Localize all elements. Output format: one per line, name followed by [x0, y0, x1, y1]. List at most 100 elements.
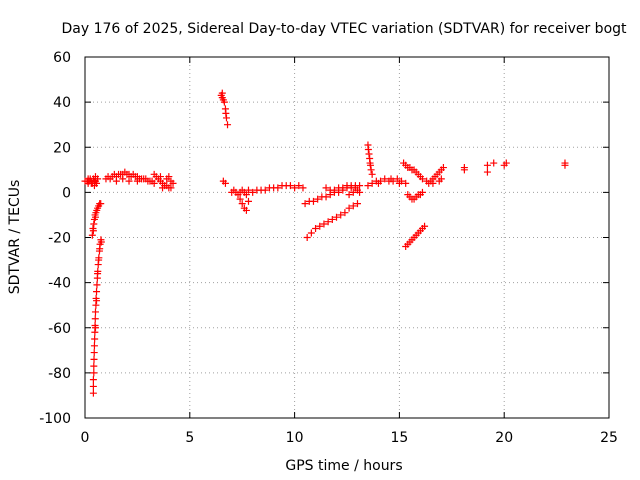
data-point: [347, 182, 355, 190]
data-point: [91, 213, 99, 221]
x-tick-label: 10: [286, 430, 304, 446]
data-point: [490, 159, 498, 167]
y-tick-label: 60: [53, 50, 71, 66]
data-point: [91, 328, 99, 336]
x-tick-label: 25: [600, 430, 618, 446]
data-point: [324, 218, 332, 226]
data-point: [89, 382, 97, 390]
y-tick-label: -40: [48, 276, 71, 292]
data-point: [261, 186, 269, 194]
data-point: [437, 175, 445, 183]
data-point: [91, 173, 99, 181]
data-point: [156, 173, 164, 181]
data-point: [322, 193, 330, 201]
data-point: [353, 200, 361, 208]
data-point: [90, 349, 98, 357]
data-point: [244, 197, 252, 205]
data-point: [374, 179, 382, 187]
data-point: [221, 179, 229, 187]
data-point: [95, 256, 103, 264]
data-point: [341, 209, 349, 217]
data-point: [90, 369, 98, 377]
data-point: [483, 168, 491, 176]
data-point: [244, 186, 252, 194]
data-point: [356, 188, 364, 196]
data-point: [159, 184, 167, 192]
x-tick-label: 20: [495, 430, 513, 446]
data-point: [90, 182, 98, 190]
data-point: [90, 355, 98, 363]
data-point: [97, 238, 105, 246]
axis-ticks: [84, 56, 610, 419]
x-tick-label: 5: [185, 430, 194, 446]
data-point: [333, 213, 341, 221]
data-point: [84, 175, 92, 183]
data-point: [89, 227, 97, 235]
data-point: [91, 335, 99, 343]
series-band-16-17: [423, 164, 447, 187]
series-descent-1: [88, 200, 105, 239]
data-point: [364, 146, 372, 154]
data-point: [320, 220, 328, 228]
data-point: [483, 161, 491, 169]
data-point: [94, 270, 102, 278]
data-point: [393, 175, 401, 183]
data-point: [330, 186, 338, 194]
series-descent-5: [402, 222, 429, 251]
x-tick-label: 15: [390, 430, 408, 446]
data-point: [222, 109, 230, 117]
series-dip-15-16: [404, 188, 426, 203]
data-point: [502, 159, 510, 167]
data-point: [314, 195, 322, 203]
data-point: [90, 220, 98, 228]
data-point: [150, 179, 158, 187]
data-point: [125, 177, 133, 185]
chart-title: Day 176 of 2025, Sidereal Day-to-day VTE…: [61, 21, 627, 37]
data-point: [167, 184, 175, 192]
series-descent-2: [89, 236, 105, 397]
data-point: [89, 389, 97, 397]
series-band-12-13: [322, 182, 364, 199]
series-flat-7-8: [228, 186, 252, 199]
data-point: [92, 301, 100, 309]
y-axis-label: SDTVAR / TECUs: [7, 180, 23, 295]
data-point: [337, 211, 345, 219]
data-point: [395, 179, 403, 187]
gridlines: [85, 57, 609, 418]
x-axis-label: GPS time / hours: [285, 458, 402, 474]
data-point: [349, 202, 357, 210]
series-late-points: [460, 159, 569, 176]
y-tick-label: 40: [53, 95, 71, 111]
data-point: [312, 224, 320, 232]
data-point: [133, 177, 141, 185]
data-point: [418, 188, 426, 196]
data-point: [249, 188, 257, 196]
data-point: [402, 179, 410, 187]
series-band-13-15: [364, 175, 410, 190]
data-point: [418, 175, 426, 183]
data-point: [224, 121, 232, 129]
data-point: [429, 179, 437, 187]
data-point: [366, 161, 374, 169]
data-point: [367, 166, 375, 174]
data-point: [291, 184, 299, 192]
data-point: [339, 184, 347, 192]
data-point: [345, 191, 353, 199]
data-point: [242, 191, 250, 199]
data-point: [322, 184, 330, 192]
data-point: [88, 231, 96, 239]
data-point: [387, 175, 395, 183]
data-point: [242, 206, 250, 214]
data-point: [368, 170, 376, 178]
data-points: [81, 89, 569, 397]
series-dip-7-8: [236, 195, 252, 214]
series-band-8-10: [249, 182, 307, 196]
y-tick-label: -100: [39, 411, 71, 427]
series-early-cluster: [81, 173, 102, 190]
data-point: [286, 182, 294, 190]
data-point: [328, 215, 336, 223]
data-point: [93, 281, 101, 289]
data-point: [460, 164, 468, 172]
series-descent-4: [400, 159, 426, 183]
